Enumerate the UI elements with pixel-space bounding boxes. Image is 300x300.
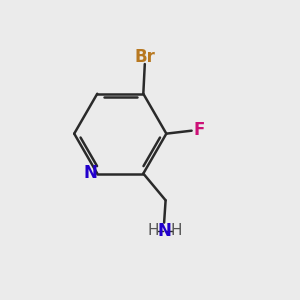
Text: H: H [147,224,159,238]
Text: N: N [158,222,172,240]
Text: N: N [84,164,98,182]
Text: Br: Br [134,49,155,67]
Text: F: F [194,121,205,139]
Text: H: H [171,224,182,238]
